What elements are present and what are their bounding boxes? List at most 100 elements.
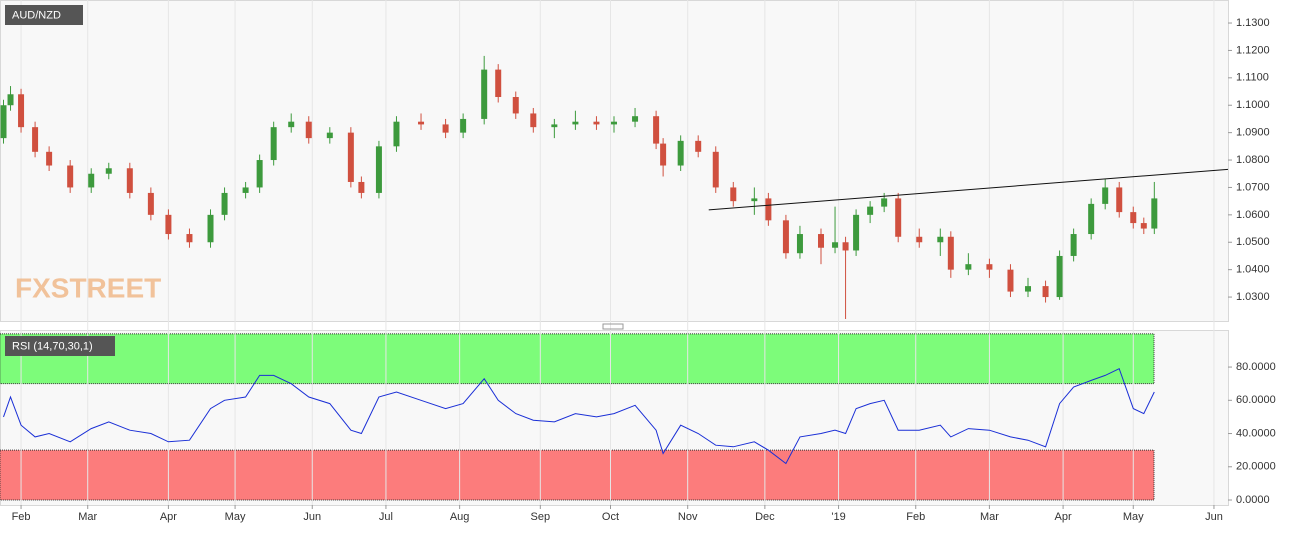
candle-body bbox=[88, 173, 95, 188]
candle-body bbox=[221, 192, 228, 215]
y-tick-label: 1.0600 bbox=[1236, 209, 1270, 221]
x-tick-label: Feb bbox=[906, 511, 925, 523]
watermark: FXSTREET bbox=[15, 272, 161, 303]
candle-body bbox=[1007, 269, 1014, 292]
candle-body bbox=[867, 206, 874, 215]
rsi-title-box bbox=[5, 336, 115, 356]
x-tick-label: Jul bbox=[379, 511, 393, 523]
y-tick-label: 0.0000 bbox=[1236, 494, 1270, 506]
candle-body bbox=[1025, 286, 1032, 292]
candle-body bbox=[393, 121, 400, 147]
candle-body bbox=[853, 214, 860, 251]
candle-body bbox=[442, 124, 449, 133]
candle-body bbox=[481, 69, 488, 119]
x-tick-label: Mar bbox=[980, 511, 999, 523]
splitter-handle[interactable] bbox=[602, 323, 624, 330]
candle-body bbox=[818, 234, 825, 248]
candle-body bbox=[1102, 187, 1109, 204]
x-tick-label: Mar bbox=[78, 511, 97, 523]
candle-body bbox=[305, 121, 312, 139]
candle-body bbox=[105, 168, 112, 174]
candle-body bbox=[1151, 198, 1158, 229]
candle-body bbox=[165, 214, 172, 235]
candle-body bbox=[270, 127, 277, 161]
plot-layer: 1.0300 1.0400 1.0500 1.0600 1.0700 1.0800 1.09… bbox=[0, 0, 1276, 523]
candle-body bbox=[512, 97, 519, 114]
candle-body bbox=[842, 242, 849, 251]
y-tick-label: 1.1200 bbox=[1236, 44, 1270, 56]
candle-body bbox=[751, 198, 758, 202]
candle-body bbox=[147, 192, 154, 215]
candle-body bbox=[916, 236, 923, 243]
candle-body bbox=[32, 127, 39, 152]
candle-body bbox=[986, 264, 993, 270]
candle-body bbox=[375, 146, 382, 193]
x-tick-label: Sep bbox=[531, 511, 551, 523]
y-tick-label: 1.0800 bbox=[1236, 154, 1270, 166]
candle-body bbox=[611, 121, 617, 125]
candle-body bbox=[326, 132, 333, 139]
candle-body bbox=[358, 181, 365, 193]
rsi-title: RSI (14,70,30,1) bbox=[12, 340, 93, 352]
candle-body bbox=[1130, 212, 1137, 224]
candle-body bbox=[530, 113, 537, 128]
x-tick-label: Apr bbox=[1055, 511, 1072, 523]
candle-body bbox=[660, 143, 667, 166]
candle-body bbox=[288, 121, 295, 128]
x-tick-label: Jun bbox=[1205, 511, 1223, 523]
candle-body bbox=[765, 198, 772, 221]
y-tick-label: 1.0700 bbox=[1236, 181, 1270, 193]
candle-body bbox=[965, 264, 972, 270]
title-box bbox=[5, 5, 83, 25]
x-tick-label: Dec bbox=[755, 511, 775, 523]
candle-body bbox=[1070, 234, 1077, 256]
candle-body bbox=[782, 220, 789, 254]
candle-body bbox=[418, 121, 425, 125]
candle-body bbox=[947, 236, 954, 270]
candle-body bbox=[730, 187, 737, 202]
x-tick-label: Apr bbox=[160, 511, 177, 523]
candle-body bbox=[242, 187, 249, 193]
candle-body bbox=[1116, 187, 1123, 213]
y-tick-label: 40.0000 bbox=[1236, 427, 1276, 439]
candle-body bbox=[1056, 255, 1063, 298]
price-panel bbox=[0, 0, 1229, 322]
candle-body bbox=[495, 69, 502, 98]
candle-body bbox=[67, 165, 74, 188]
candle-body bbox=[186, 234, 193, 243]
candle-body bbox=[7, 94, 14, 106]
candle-body bbox=[460, 118, 467, 133]
x-tick-label: '19 bbox=[831, 511, 845, 523]
chart-title: AUD/NZD bbox=[12, 9, 61, 21]
rsi-line bbox=[3, 368, 1155, 465]
candle-body bbox=[677, 140, 684, 166]
candle-body bbox=[653, 116, 660, 144]
candle-body bbox=[695, 140, 702, 152]
candle-body bbox=[572, 121, 579, 125]
y-tick-label: 1.0300 bbox=[1236, 291, 1270, 303]
rsi-zone bbox=[0, 449, 1155, 501]
candle-body bbox=[1042, 286, 1049, 298]
candle-body bbox=[712, 151, 719, 188]
candle-body bbox=[593, 121, 600, 125]
candle-body bbox=[347, 132, 354, 182]
y-tick-label: 60.0000 bbox=[1236, 394, 1276, 406]
y-tick-label: 1.0900 bbox=[1236, 127, 1270, 139]
candle-body bbox=[207, 214, 214, 243]
y-tick-label: 1.0400 bbox=[1236, 264, 1270, 276]
candle-body bbox=[126, 168, 133, 193]
candle-body bbox=[832, 242, 839, 248]
x-tick-label: May bbox=[225, 511, 246, 523]
x-tick-label: May bbox=[1123, 511, 1144, 523]
candle-body bbox=[46, 151, 53, 166]
candle-body bbox=[551, 124, 558, 128]
candle-body bbox=[796, 234, 803, 254]
candle-body bbox=[632, 116, 639, 122]
y-tick-label: 1.0500 bbox=[1236, 236, 1270, 248]
x-tick-label: Feb bbox=[12, 511, 31, 523]
y-tick-label: 20.0000 bbox=[1236, 461, 1276, 473]
rsi-zone bbox=[0, 333, 1155, 385]
x-tick-label: Aug bbox=[450, 511, 470, 523]
x-tick-label: Nov bbox=[678, 511, 698, 523]
y-tick-label: 1.1000 bbox=[1236, 99, 1270, 111]
